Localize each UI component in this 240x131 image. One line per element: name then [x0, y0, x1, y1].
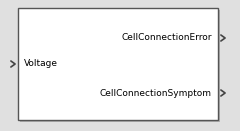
Bar [20, 10, 220, 122]
Text: Voltage: Voltage [24, 59, 58, 69]
Text: CellConnectionSymptom: CellConnectionSymptom [100, 89, 212, 97]
Bar [18, 8, 218, 120]
Text: CellConnectionError: CellConnectionError [121, 34, 212, 42]
